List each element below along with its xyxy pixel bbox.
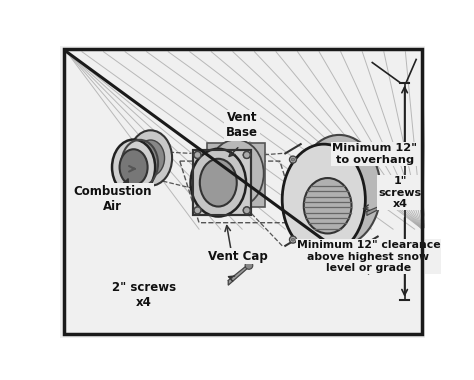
- Ellipse shape: [282, 144, 365, 255]
- Circle shape: [290, 156, 296, 163]
- Ellipse shape: [112, 139, 155, 195]
- Text: Minimum 12"
to overhang: Minimum 12" to overhang: [332, 143, 417, 165]
- Ellipse shape: [208, 139, 264, 207]
- Circle shape: [243, 152, 250, 158]
- Ellipse shape: [200, 159, 237, 207]
- Polygon shape: [228, 264, 249, 285]
- Circle shape: [196, 209, 199, 212]
- Circle shape: [194, 152, 201, 158]
- Text: Vent
Base: Vent Base: [226, 111, 258, 139]
- Circle shape: [243, 207, 250, 214]
- Text: 1"
screws
x4: 1" screws x4: [378, 176, 421, 209]
- FancyBboxPatch shape: [193, 150, 251, 215]
- Circle shape: [194, 207, 201, 214]
- Circle shape: [290, 236, 296, 243]
- Text: 2" screws
x4: 2" screws x4: [111, 281, 176, 309]
- Ellipse shape: [129, 130, 172, 186]
- Circle shape: [196, 154, 199, 157]
- Ellipse shape: [191, 149, 246, 217]
- Text: Vent Cap: Vent Cap: [208, 250, 267, 263]
- Circle shape: [292, 158, 294, 161]
- Circle shape: [243, 207, 250, 214]
- Ellipse shape: [298, 135, 381, 246]
- Circle shape: [243, 152, 250, 158]
- Ellipse shape: [304, 178, 352, 233]
- Circle shape: [379, 203, 385, 209]
- Circle shape: [292, 238, 294, 241]
- Ellipse shape: [137, 140, 164, 176]
- Ellipse shape: [119, 149, 147, 185]
- Circle shape: [245, 261, 253, 269]
- Circle shape: [245, 154, 248, 157]
- Text: Vent: Vent: [324, 259, 355, 272]
- Circle shape: [194, 207, 201, 214]
- Text: Combustion
Air: Combustion Air: [73, 185, 152, 213]
- Circle shape: [194, 152, 201, 158]
- Text: Minimum 12" clearance
above highest snow
level or grade: Minimum 12" clearance above highest snow…: [297, 240, 440, 273]
- Circle shape: [245, 209, 248, 212]
- FancyBboxPatch shape: [207, 142, 265, 207]
- Polygon shape: [367, 205, 382, 215]
